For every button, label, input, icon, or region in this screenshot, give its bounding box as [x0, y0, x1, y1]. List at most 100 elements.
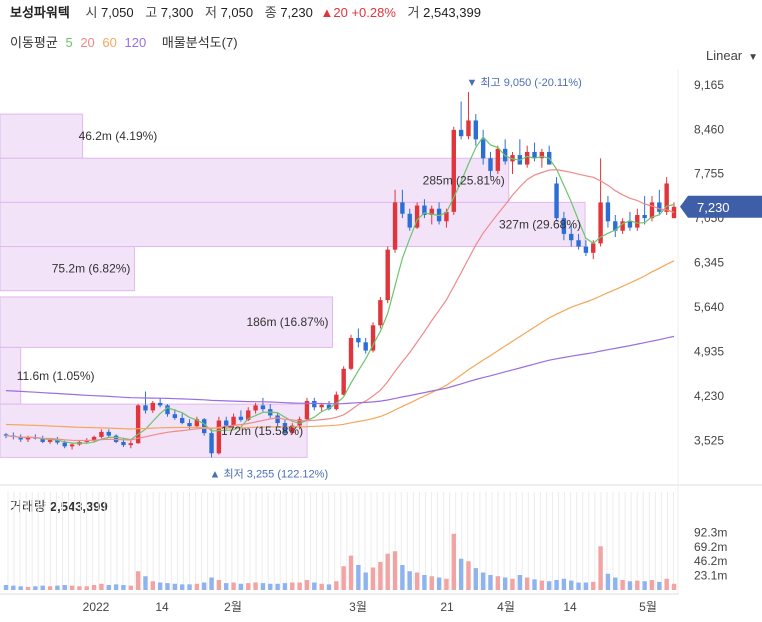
- candle-body: [495, 148, 501, 171]
- volume-bar: [69, 585, 75, 590]
- price-tick-label: 4,935: [694, 344, 724, 358]
- change-value: ▲20 +0.28%: [320, 5, 396, 20]
- volume-bar: [157, 582, 163, 590]
- ma60-line: [5, 260, 675, 430]
- volume-bar: [407, 571, 412, 590]
- high-value: 7,300: [160, 5, 194, 20]
- price-tick-label: 4,230: [694, 389, 724, 403]
- candle-body: [319, 404, 324, 408]
- current-price-tag: 7,230: [680, 195, 762, 218]
- volume-bar: [113, 584, 119, 590]
- high-marker: ▼ 최고 9,050 (-20.11%): [466, 76, 581, 89]
- price-tick-label: 3,525: [694, 433, 724, 447]
- volume-bar: [121, 585, 126, 590]
- volume-bar: [25, 586, 31, 590]
- volume-bar: [561, 578, 567, 590]
- low-marker: ▲ 최저 3,255 (122.12%): [210, 467, 329, 480]
- candle-body: [407, 213, 412, 228]
- x-tick-label: 3월: [349, 600, 367, 614]
- volume-bar: [554, 580, 559, 590]
- candle-body: [282, 423, 288, 434]
- candle-body: [649, 202, 655, 219]
- volume-bar: [150, 581, 156, 590]
- scale-label: Linear: [706, 48, 743, 63]
- candle-body: [635, 214, 640, 228]
- volume-panel-value: 2,543,399: [49, 499, 108, 514]
- candle-body: [209, 433, 214, 454]
- candle-body: [451, 129, 456, 212]
- candle-body: [480, 139, 486, 159]
- candle-body: [157, 402, 163, 406]
- volume-bar: [3, 585, 9, 590]
- ma-legend[interactable]: 이동평균 5 20 60 120 매물분석도(7): [10, 32, 242, 51]
- candle-body: [605, 202, 611, 222]
- candle-body: [201, 419, 207, 434]
- volume-bar: [378, 561, 383, 590]
- volume-bar: [253, 582, 258, 590]
- open-value: 7,050: [101, 5, 134, 20]
- candle-body: [246, 410, 251, 420]
- current-price-marker: [680, 195, 762, 218]
- volume-bar: [304, 580, 310, 590]
- volume-profile-bar: [0, 246, 135, 292]
- volume-bar: [143, 576, 148, 590]
- ma120-label: 120: [124, 35, 147, 50]
- candle-body: [532, 151, 537, 159]
- candle-body: [473, 120, 479, 140]
- candle-body: [400, 202, 405, 214]
- candle-body: [312, 400, 317, 408]
- volume-bar: [495, 576, 501, 590]
- volume-bar: [488, 575, 493, 590]
- candle-body: [238, 416, 244, 420]
- candle-body: [99, 431, 104, 437]
- volume-bar: [216, 580, 222, 590]
- ma60-label: 60: [102, 35, 117, 50]
- x-tick-label: 14: [155, 600, 169, 614]
- volume-bar: [231, 582, 236, 590]
- volume-tick-label: 23.1m: [694, 569, 727, 583]
- volume-bar: [480, 572, 486, 590]
- volume-bar: [135, 571, 141, 590]
- volume-bar: [429, 576, 434, 590]
- volume-bar: [238, 583, 244, 590]
- volume-bar: [605, 573, 611, 590]
- volume-bar: [341, 566, 346, 590]
- x-tick-label: 21: [440, 600, 454, 614]
- volume-bar: [282, 583, 288, 590]
- price-tick-label: 7,755: [694, 167, 724, 181]
- volume-bar: [99, 583, 104, 590]
- volume-bar: [297, 582, 302, 590]
- candle-body: [25, 437, 31, 440]
- volume-tick-label: 69.2m: [694, 540, 727, 554]
- volume-bar: [55, 585, 60, 590]
- volume-value: 2,543,399: [423, 5, 481, 20]
- volume-bar: [414, 572, 420, 590]
- volume-bar: [502, 577, 508, 590]
- volume-bar: [224, 583, 229, 590]
- candle-body: [583, 246, 589, 253]
- volume-bar: [187, 584, 192, 590]
- candle-body: [326, 404, 332, 410]
- volume-bar: [128, 585, 133, 590]
- ma20-label: 20: [80, 35, 95, 50]
- volume-bar: [370, 567, 376, 590]
- high-label: 고: [145, 5, 158, 20]
- volume-bar: [268, 583, 273, 590]
- volume-bar: [290, 582, 295, 590]
- ma20-line: [5, 168, 675, 442]
- volume-panel-label: 거래량: [10, 499, 46, 514]
- volume-profile-label: 186m (16.87%): [246, 315, 328, 329]
- candle-body: [422, 205, 427, 215]
- volume-bar: [635, 580, 640, 590]
- volume-bar: [532, 579, 537, 590]
- low-label: 저: [204, 5, 217, 20]
- scale-dropdown[interactable]: Linear ▼: [706, 48, 758, 63]
- price-tick-label: 6,345: [694, 256, 724, 270]
- low-value: 7,050: [220, 5, 254, 20]
- candle-body: [179, 417, 185, 424]
- volume-profile-label: 46.2m (4.19%): [79, 129, 158, 143]
- candle-body: [297, 419, 302, 426]
- candle-body: [165, 405, 170, 415]
- volume-bar: [179, 584, 185, 590]
